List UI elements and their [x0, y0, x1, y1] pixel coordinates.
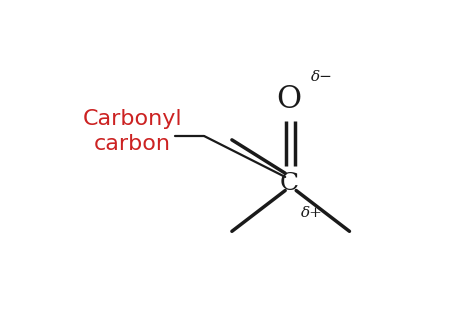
Text: O: O — [276, 83, 301, 115]
Text: C: C — [279, 172, 299, 195]
Text: Carbonyl
carbon: Carbonyl carbon — [83, 109, 182, 154]
Text: δ−: δ− — [311, 70, 333, 84]
Text: δ+: δ+ — [301, 206, 323, 220]
